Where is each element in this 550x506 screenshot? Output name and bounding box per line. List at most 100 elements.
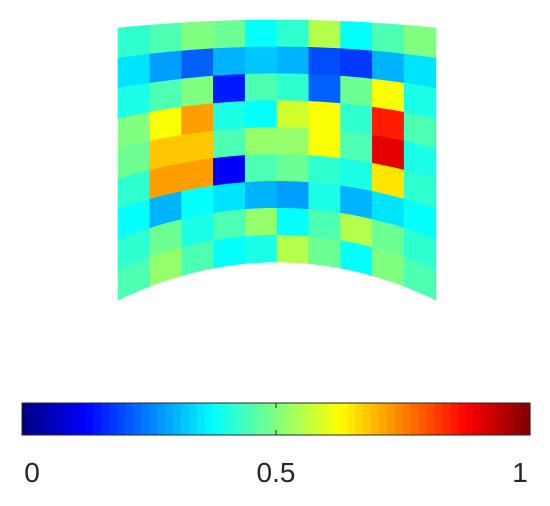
colorbar-band-1 — [29, 403, 39, 435]
colorbar-band-60 — [498, 403, 507, 435]
colorbar-ticks — [21, 403, 531, 435]
heatmap-cell-r5-c6 — [308, 155, 341, 187]
heatmap-cell-r5-c3 — [213, 155, 246, 187]
heatmap-cell-r4-c2 — [181, 130, 214, 164]
colorbar-band-16 — [149, 403, 158, 435]
colorbar-band-14 — [133, 403, 142, 435]
heatmap-cell-r1-c3 — [213, 46, 246, 77]
heatmap-cell-r0-c0 — [117, 24, 151, 59]
colorbar-band-52 — [434, 403, 444, 435]
heatmap-cell-r5-c4 — [244, 154, 278, 183]
colorbar-band-33 — [283, 403, 293, 435]
colorbar-band-30 — [260, 403, 269, 435]
colorbar-band-40 — [339, 403, 349, 435]
heatmap-cell-r8-c5 — [276, 234, 310, 264]
heatmap-cell-r1-c6 — [308, 46, 341, 77]
colorbar-band-11 — [109, 403, 118, 435]
colorbar-band-61 — [506, 403, 515, 435]
colorbar-band-12 — [117, 403, 126, 435]
heatmap-cell-r7-c6 — [308, 209, 341, 242]
colorbar-band-57 — [474, 403, 483, 435]
heatmap-cell-r6-c6 — [308, 182, 341, 214]
colorbar-band-62 — [514, 403, 523, 435]
colorbar-band-32 — [276, 403, 285, 435]
colorbar-band-55 — [458, 403, 468, 435]
colorbar-band-43 — [363, 403, 372, 435]
heatmap-cell-r4-c3 — [213, 128, 246, 159]
colorbar-band-18 — [164, 403, 174, 435]
colorbar-band-45 — [379, 403, 388, 435]
colorbar-band-6 — [69, 403, 79, 435]
colorbar-band-19 — [172, 403, 182, 435]
colorbar-band-13 — [125, 403, 134, 435]
heatmap-cell-r3-c4 — [244, 100, 278, 129]
colorbar-band-5 — [61, 403, 71, 435]
heatmap-cell-r3-c6 — [308, 101, 341, 132]
heatmap-cell-r6-c5 — [276, 180, 310, 210]
heatmap-cell-r2-c2 — [181, 75, 214, 108]
colorbar-band-47 — [395, 403, 404, 435]
colorbar-tick-label-1: 0.5 — [257, 457, 296, 488]
heatmap-cell-r6-c3 — [213, 182, 246, 214]
heatmap-cell-r4-c7 — [340, 130, 373, 164]
colorbar-band-48 — [403, 403, 412, 435]
heatmap-cell-r2-c6 — [308, 74, 341, 104]
heatmap-cell-r1-c9 — [403, 53, 437, 89]
heatmap-cell-r8-c9 — [403, 256, 437, 301]
colorbar-band-15 — [141, 403, 150, 435]
heatmap-cell-r3-c3 — [213, 101, 246, 132]
colorbar-band-10 — [101, 403, 110, 435]
colorbar-band-22 — [196, 403, 206, 435]
colorbar-band-50 — [418, 403, 428, 435]
heatmap-cell-r0-c4 — [244, 19, 278, 48]
colorbar-band-0 — [22, 403, 31, 435]
heatmap-cell-r0-c6 — [308, 19, 341, 50]
heatmap-cell-r2-c1 — [149, 78, 182, 113]
heatmap-cell-r4-c4 — [244, 127, 278, 156]
heatmap-cell-r3-c2 — [181, 103, 214, 136]
heatmap-cell-r8-c3 — [213, 236, 246, 269]
heatmap-cell-r0-c9 — [403, 24, 437, 59]
colorbar-band-38 — [323, 403, 333, 435]
colorbar-band-23 — [204, 403, 214, 435]
colorbar-band-29 — [252, 403, 261, 435]
curved-heatmap-surface — [117, 19, 437, 301]
colorbar-band-54 — [450, 403, 460, 435]
colorbar-band-42 — [355, 403, 364, 435]
heatmap-cell-r2-c7 — [340, 75, 373, 108]
heatmap-cell-r3-c7 — [340, 103, 373, 136]
heatmap-cell-r0-c8 — [372, 22, 405, 55]
colorbar-tick-label-0: 0 — [24, 457, 40, 488]
colorbar-band-26 — [228, 403, 237, 435]
heatmap-cell-r7-c5 — [276, 207, 310, 237]
colorbar-band-28 — [244, 403, 253, 435]
heatmap-cell-r3-c5 — [276, 100, 310, 129]
colorbar-band-35 — [299, 403, 309, 435]
colorbar-band-46 — [387, 403, 396, 435]
heatmap-cell-r0-c3 — [213, 19, 246, 50]
colorbar: 0 0.5 1 — [21, 402, 531, 488]
colorbar-band-25 — [220, 403, 229, 435]
heatmap-cell-r2-c3 — [213, 74, 246, 104]
colorbar-band-59 — [490, 403, 499, 435]
heatmap-cell-r7-c4 — [244, 207, 278, 237]
heatmap-cell-r1-c1 — [149, 50, 182, 84]
heatmap-cell-r2-c4 — [244, 73, 278, 102]
colorbar-band-21 — [188, 403, 198, 435]
colorbar-band-58 — [482, 403, 491, 435]
colorbar-band-63 — [522, 403, 531, 435]
heatmap-cell-r0-c5 — [276, 19, 310, 48]
colorbar-tick-label-2: 1 — [512, 457, 528, 488]
heatmap-cell-r0-c2 — [181, 20, 214, 52]
colorbar-band-44 — [371, 403, 380, 435]
colorbar-band-24 — [212, 403, 222, 435]
heatmap-cell-r8-c4 — [244, 234, 278, 264]
colorbar-band-17 — [156, 403, 166, 435]
heatmap-cell-r1-c0 — [117, 53, 151, 89]
heatmap-cell-r2-c8 — [372, 78, 405, 113]
colorbar-band-8 — [85, 403, 95, 435]
heatmap-cell-r6-c4 — [244, 180, 278, 210]
heatmap-cell-r7-c3 — [213, 209, 246, 242]
colorbar-band-20 — [180, 403, 190, 435]
